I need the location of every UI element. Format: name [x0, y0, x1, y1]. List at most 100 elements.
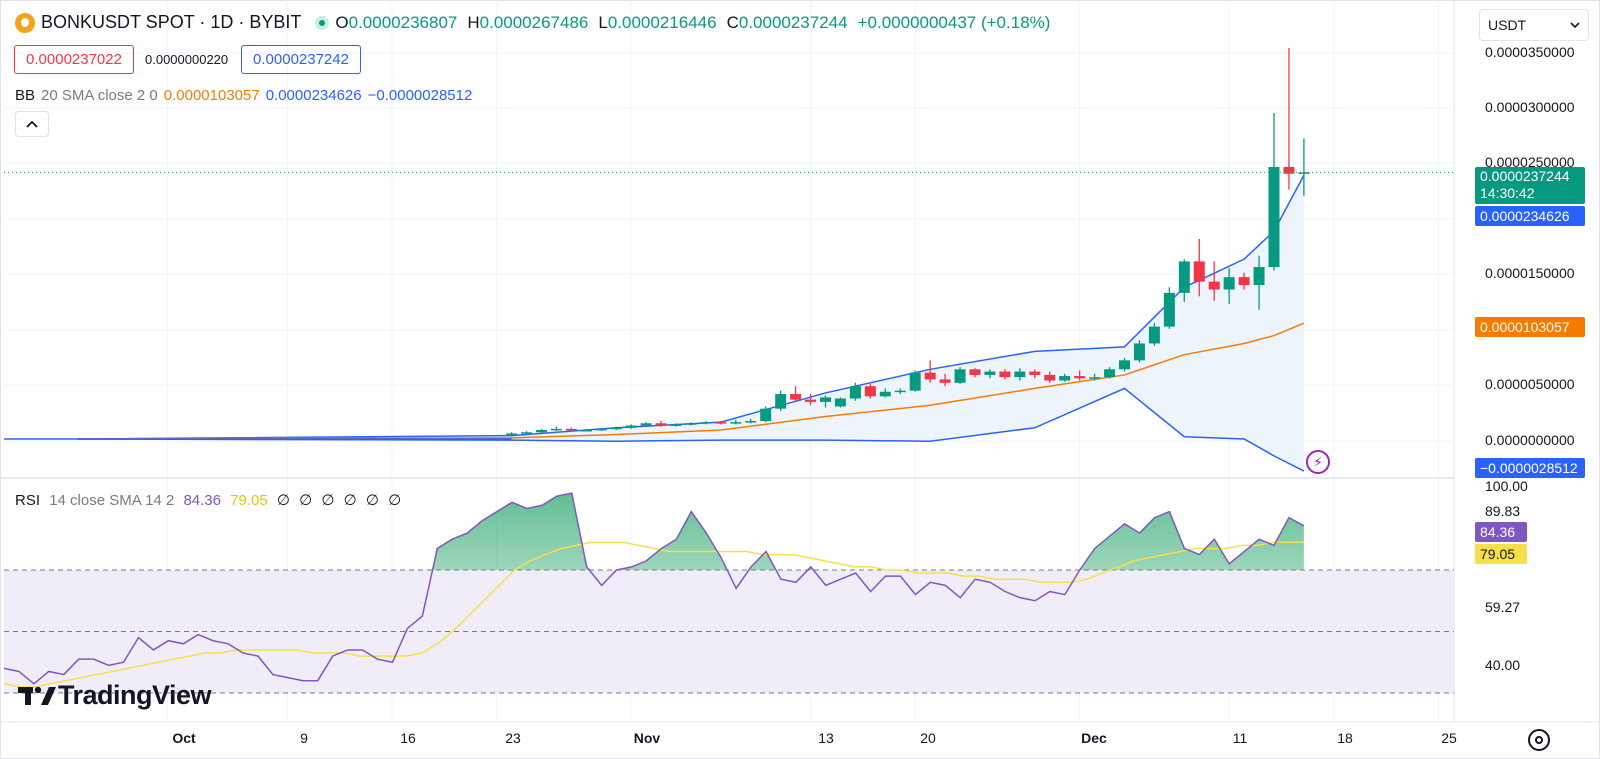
candle-body [820, 397, 831, 402]
time-axis-label: 23 [505, 730, 521, 746]
ohlc-open-key: O [335, 12, 349, 32]
rsi-value-tag: 84.36 [1475, 522, 1527, 542]
lower-band-tag: −0.0000028512 [1475, 458, 1585, 478]
price-axis-label: 0.0000300000 [1485, 99, 1575, 115]
time-axis-label: 18 [1337, 730, 1353, 746]
tradingview-logo-icon [18, 686, 56, 705]
basis-tag: 0.0000103057 [1475, 317, 1585, 337]
rsi-name: RSI [15, 492, 41, 509]
tradingview-watermark[interactable]: TradingView [18, 680, 212, 711]
candle-body [969, 369, 981, 375]
rsi-axis-label: 40.00 [1485, 657, 1521, 673]
rsi-empty-value: ∅ [343, 492, 357, 509]
symbol-title[interactable]: BONKUSDT SPOT · 1D · BYBIT [41, 12, 302, 32]
candle-body [1193, 261, 1205, 282]
price-axis-label: 0.0000150000 [1485, 265, 1575, 281]
candle-body [745, 421, 757, 423]
candle-body [894, 390, 906, 393]
time-axis-label: Nov [633, 730, 661, 746]
candle-body [730, 422, 742, 424]
rsi-empty-value: ∅ [276, 492, 290, 509]
collapse-legend-button[interactable] [15, 111, 49, 137]
candle-body [535, 430, 547, 433]
candle-body [1029, 371, 1041, 375]
candle-body [655, 423, 667, 426]
price-axis-label: 0.0000000000 [1485, 432, 1575, 448]
settings-gear-icon[interactable] [1528, 729, 1550, 751]
candle-body [924, 372, 936, 380]
candle-body [1089, 377, 1101, 379]
rsi-empty-value: ∅ [388, 492, 402, 509]
rsi-axis-label: 100.00 [1485, 478, 1528, 494]
time-axis-label: Oct [172, 730, 196, 746]
candle-body [849, 386, 861, 399]
candle-body [1298, 172, 1310, 174]
rsi-axis-label: 59.27 [1485, 599, 1521, 615]
ohlc-low-key: L [598, 12, 608, 32]
candle-body [939, 379, 951, 383]
market-open-icon [315, 15, 330, 30]
candle-body [610, 427, 622, 430]
ohlc-high-key: H [467, 12, 480, 32]
bollinger-band-fill [78, 175, 1304, 472]
candle-body [521, 432, 532, 434]
candle-body [550, 428, 562, 431]
candle-body [1163, 292, 1175, 327]
price-change: +0.0000000437 (+0.18%) [857, 12, 1051, 32]
rsi-legend[interactable]: RSI 14 close SMA 14 2 84.36 79.05 ∅ ∅ ∅ … [15, 491, 406, 509]
rsi-sma-value: 79.05 [230, 492, 268, 509]
bb-basis-line [77, 322, 1305, 440]
currency-select[interactable]: USDT [1479, 9, 1589, 41]
bb-name: BB [15, 87, 36, 104]
bb-lower-line [77, 387, 1305, 472]
candle-body [909, 372, 921, 391]
candle-body [1148, 326, 1160, 344]
candle-body [1268, 166, 1280, 268]
candle-body [1178, 261, 1190, 293]
sell-button[interactable]: 0.0000237022 [14, 45, 134, 74]
time-axis-label: Dec [1081, 730, 1107, 746]
candle-body [595, 428, 607, 431]
candle-body [984, 371, 996, 375]
candle-body [715, 422, 727, 424]
candle-body [1074, 376, 1086, 379]
last-price-value: 0.0000237244 [1480, 168, 1570, 184]
bonk-coin-icon [15, 12, 35, 33]
watermark-text: TradingView [58, 680, 212, 710]
rsi-line [3, 492, 1305, 685]
candle-body [1014, 371, 1026, 378]
bb-legend[interactable]: BB 20 SMA close 2 0 0.0000103057 0.00002… [15, 87, 478, 104]
bb-params: 20 SMA close 2 0 [41, 87, 158, 104]
candle-body [685, 423, 697, 425]
rsi-sma-line [3, 541, 1304, 688]
candle-body [1044, 374, 1056, 381]
candle-body [565, 428, 577, 431]
time-axis-label: 9 [300, 730, 308, 746]
rsi-axis-label: 89.83 [1485, 503, 1521, 519]
candle-body [1253, 267, 1265, 286]
candle-body [1223, 277, 1235, 290]
rsi-empty-value: ∅ [299, 492, 313, 509]
ohlc-high-value: 0.0000267486 [479, 12, 589, 32]
spread-value: 0.0000000220 [145, 52, 229, 67]
time-axis-label: 13 [818, 730, 834, 746]
last-price-tag: 0.0000237244 14:30:42 [1475, 167, 1585, 204]
bar-countdown: 14:30:42 [1480, 185, 1535, 201]
rsi-sma-tag: 79.05 [1475, 544, 1527, 564]
candle-body [1238, 277, 1250, 286]
candle-body [879, 391, 891, 397]
chevron-up-icon [26, 120, 38, 128]
candle-body [999, 371, 1011, 378]
ohlc-open-value: 0.0000236807 [348, 12, 458, 32]
candle-body [1133, 343, 1145, 361]
candle-body [670, 424, 682, 426]
candle-body [640, 423, 652, 426]
time-axis-label: 16 [400, 730, 416, 746]
alert-lightning-icon[interactable]: ⚡ [1306, 450, 1330, 474]
candle-body [775, 394, 787, 409]
ohlc-low-value: 0.0000216446 [607, 12, 717, 32]
buy-button[interactable]: 0.0000237242 [241, 45, 361, 74]
candle-body [580, 430, 592, 432]
candle-body [506, 433, 518, 435]
